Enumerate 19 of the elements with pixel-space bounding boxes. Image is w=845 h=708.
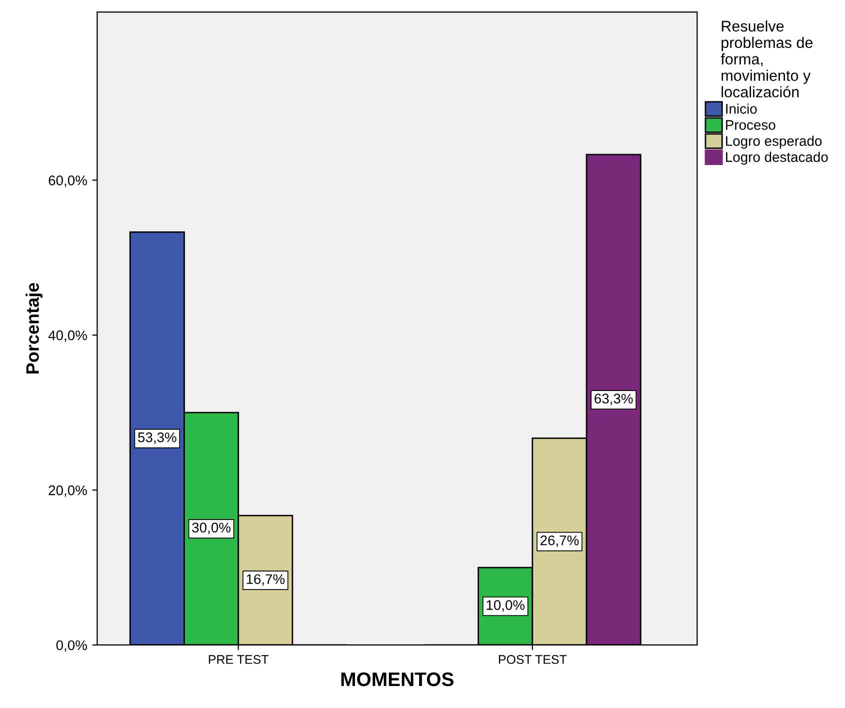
legend-label: Logro esperado — [726, 136, 822, 149]
y-tick-label: 60,0% — [48, 175, 87, 187]
y-tick-label: 0,0% — [56, 640, 87, 652]
data-label: 16,7% — [246, 574, 285, 586]
legend-label: Inicio — [726, 104, 757, 114]
y-tick-label: 20,0% — [48, 485, 87, 497]
data-label: 26,7% — [540, 535, 579, 547]
x-axis-title: MOMENTOS — [341, 672, 454, 686]
x-tick-label: PRE TEST — [208, 655, 269, 664]
y-axis-title: Porcentaje — [26, 282, 43, 374]
x-tick-label: POST TEST — [498, 655, 567, 664]
y-tick-label: 40,0% — [48, 330, 87, 342]
data-label: 63,3% — [594, 394, 633, 406]
data-label: 53,3% — [138, 432, 176, 444]
legend-title: Resuelve problemas de forma, movimiento y localización — [720, 20, 813, 98]
legend-label: Proceso — [726, 120, 776, 130]
legend-label: Logro destacado — [726, 152, 828, 165]
data-label: 30,0% — [192, 522, 230, 534]
data-label: 10,0% — [486, 600, 525, 612]
